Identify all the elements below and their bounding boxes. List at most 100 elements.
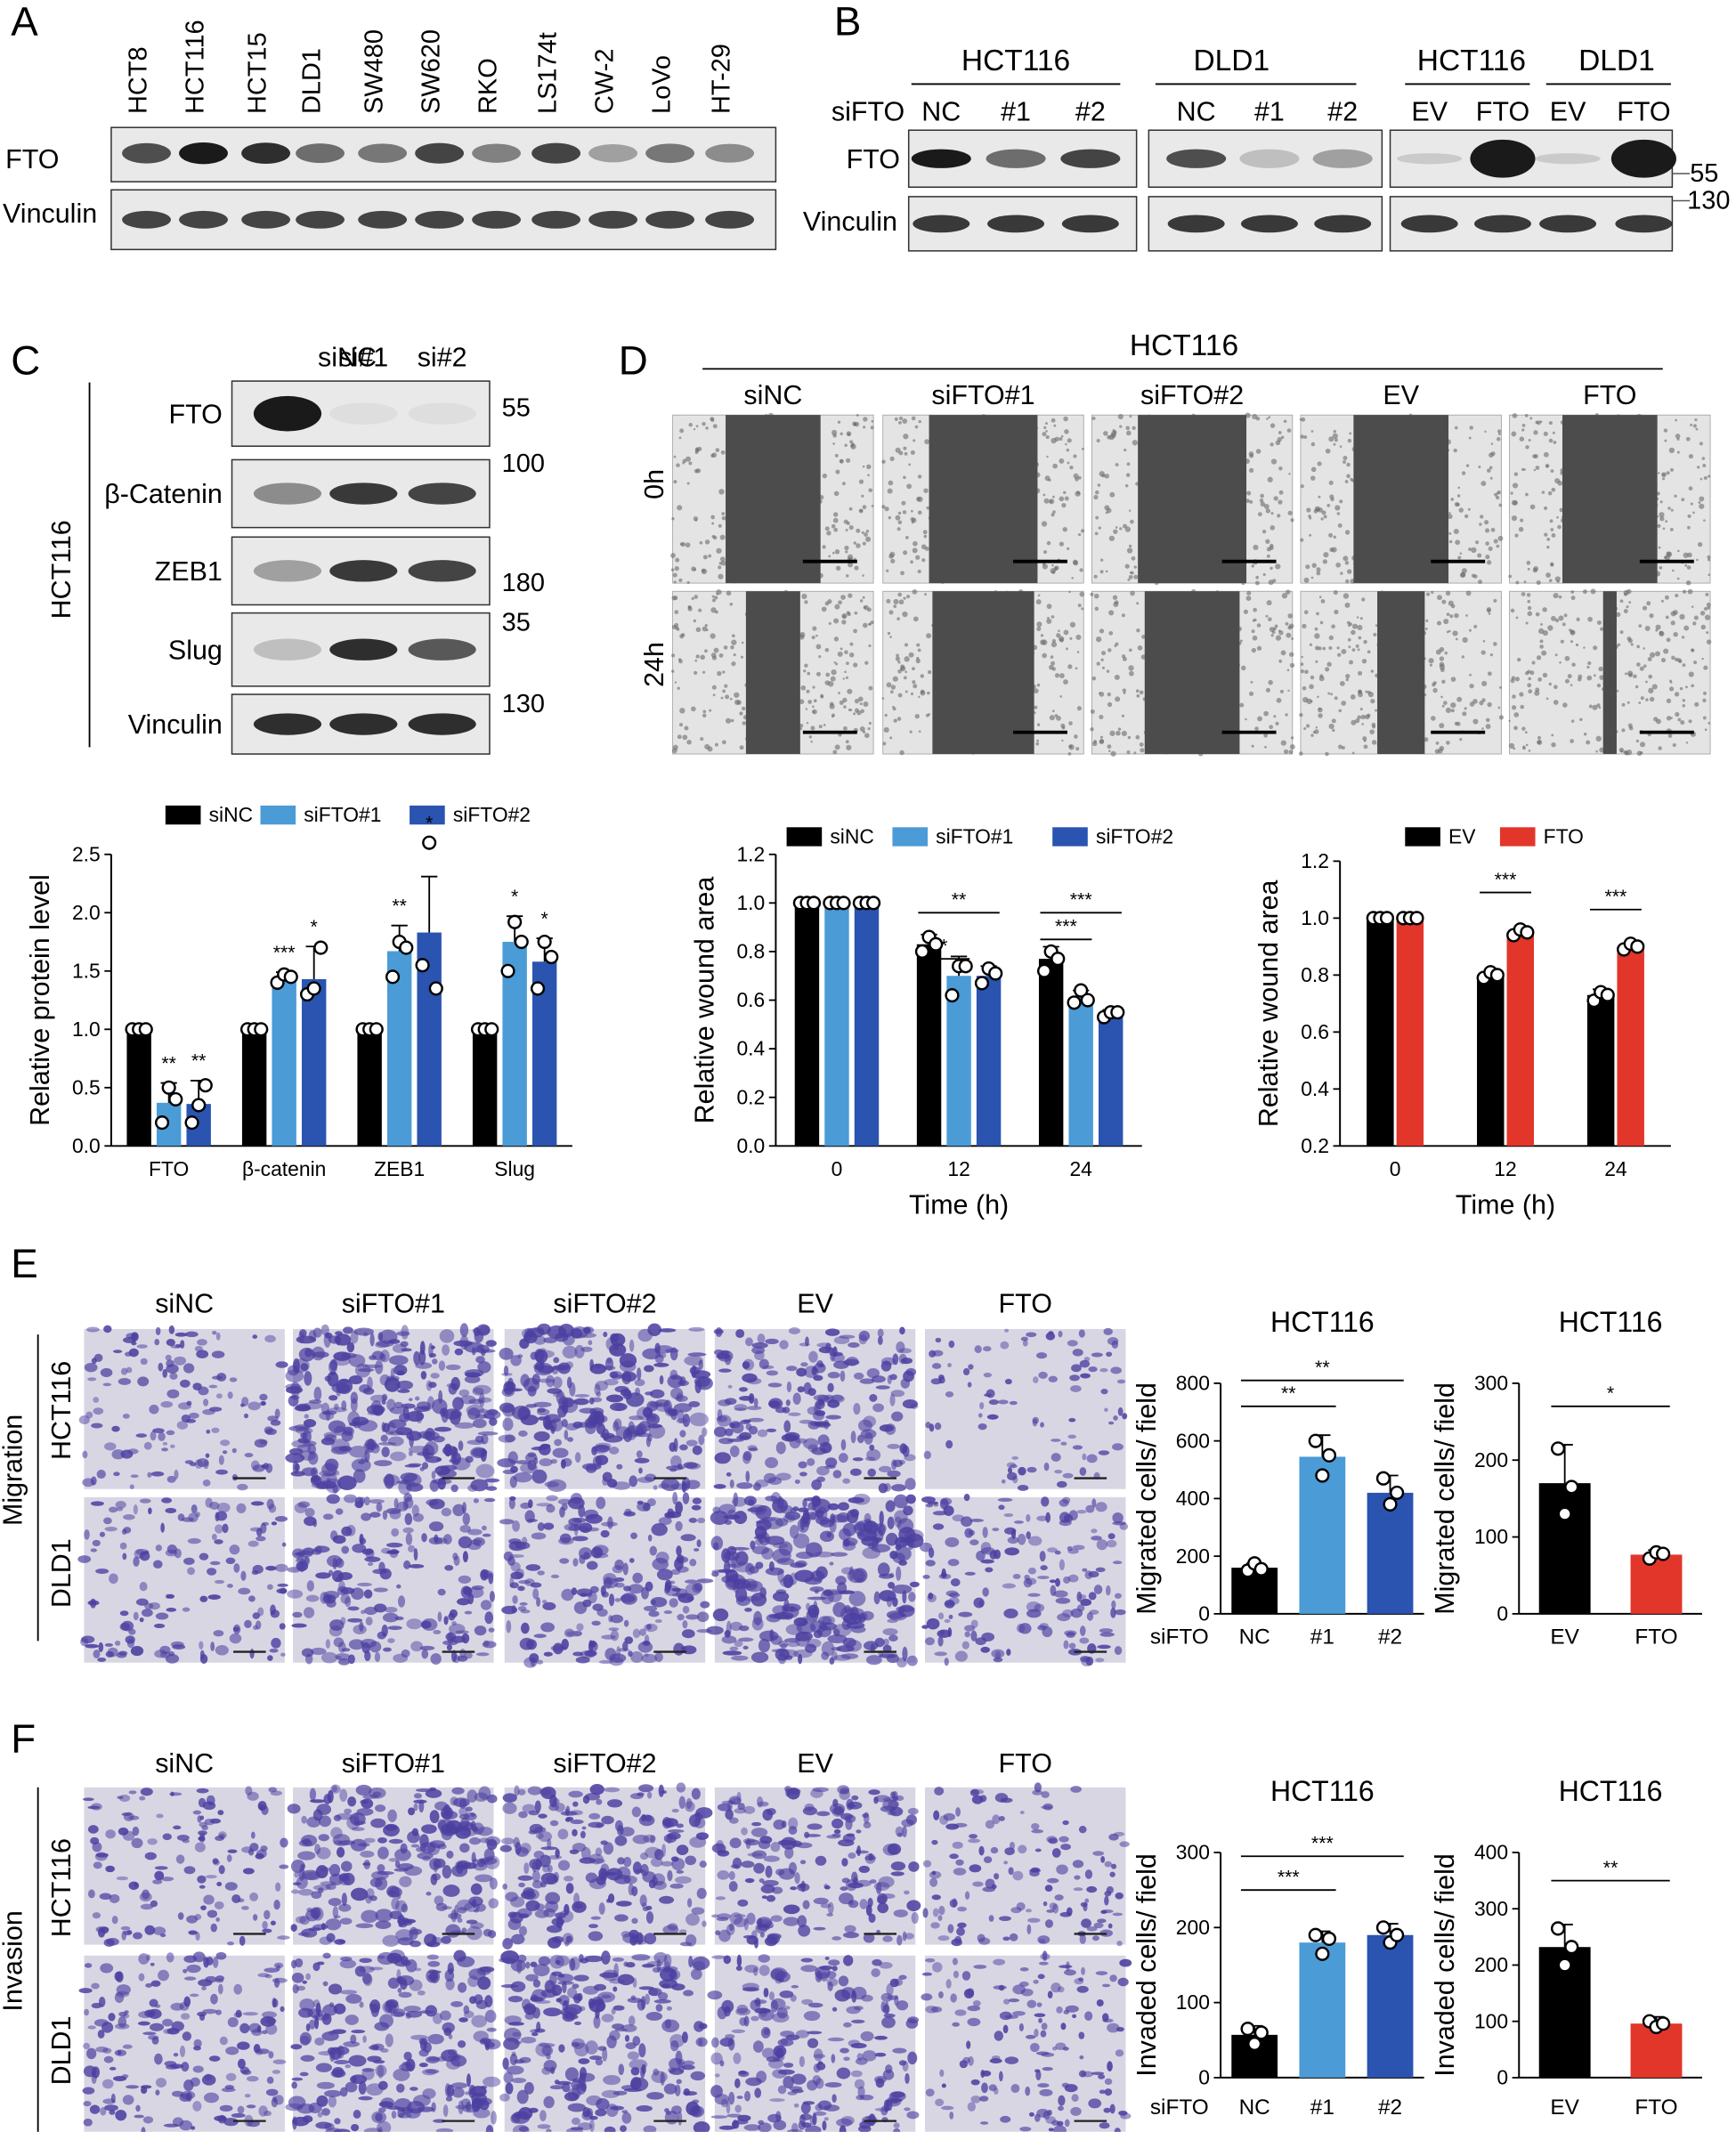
cell-dot <box>1539 644 1544 649</box>
cell-dot <box>1093 494 1099 500</box>
stained-cell <box>536 1503 553 1507</box>
cell-dot <box>899 750 905 756</box>
stained-cell <box>83 2101 92 2107</box>
cell-dot <box>1115 642 1119 646</box>
cell-dot <box>1510 678 1515 684</box>
stained-cell <box>312 1962 320 1972</box>
stained-cell <box>357 1582 372 1587</box>
cell-dot <box>1126 547 1133 554</box>
stained-cell <box>417 1990 426 1996</box>
stained-cell <box>183 1557 195 1566</box>
stained-cell <box>445 2058 461 2070</box>
invasion-condition-label: FTO <box>999 1748 1052 1779</box>
stained-cell <box>468 1968 486 1981</box>
cell-dot <box>1548 579 1553 583</box>
stained-cell <box>422 1462 429 1470</box>
blot-c-band <box>329 638 398 661</box>
stained-cell <box>473 1326 481 1337</box>
cell-dot <box>1636 750 1643 757</box>
stained-cell <box>242 2012 258 2016</box>
cell-dot <box>1273 715 1277 718</box>
cell-dot <box>1035 742 1040 746</box>
blot-a-fto-band <box>705 143 755 163</box>
stained-cell <box>268 2051 274 2059</box>
cell-dot <box>806 689 810 693</box>
stained-cell <box>109 1573 118 1585</box>
cell-dot <box>1513 726 1518 731</box>
stained-cell <box>433 1630 442 1634</box>
cell-dot <box>1309 643 1313 646</box>
cell-dot <box>1616 689 1619 693</box>
stained-cell <box>270 1609 280 1618</box>
blot-b-row-fto: FTO <box>847 144 900 174</box>
stained-cell <box>208 1384 218 1389</box>
cell-dot <box>1486 468 1491 474</box>
cell-dot <box>676 628 680 631</box>
cell-dot <box>1093 593 1099 599</box>
cell-dot <box>1124 484 1129 488</box>
cell-dot <box>864 733 870 739</box>
cell-dot <box>679 428 685 434</box>
stained-cell <box>373 1587 388 1593</box>
stained-cell <box>410 1844 420 1848</box>
cell-dot <box>886 682 892 688</box>
cell-dot <box>1554 653 1558 657</box>
cell-dot <box>1426 592 1431 596</box>
cell-dot <box>1067 438 1072 443</box>
cell-dot <box>849 440 854 444</box>
blot-b-vinculin-band <box>913 215 970 233</box>
stained-cell <box>434 1426 452 1432</box>
stained-cell <box>104 1642 114 1647</box>
stained-cell <box>158 1969 169 1982</box>
cell-dot <box>1472 718 1479 725</box>
cell-dot <box>1278 630 1284 636</box>
cell-dot <box>1706 631 1709 635</box>
cell-dot <box>841 620 847 625</box>
cell-dot <box>1323 552 1329 558</box>
cell-dot <box>1508 574 1513 579</box>
stained-cell <box>115 2109 127 2121</box>
cell-dot <box>1345 677 1349 682</box>
stained-cell <box>664 1512 676 1519</box>
cell-dot <box>1333 535 1336 539</box>
cell-dot <box>1105 511 1108 515</box>
cell-dot <box>909 730 913 734</box>
cell-dot <box>1699 611 1706 616</box>
cell-dot <box>1373 632 1377 637</box>
stained-cell <box>168 1325 175 1334</box>
stained-cell <box>233 1563 240 1573</box>
cell-dot <box>1691 648 1694 652</box>
cell-dot <box>686 482 690 485</box>
stained-cell <box>437 1477 446 1490</box>
cell-dot <box>1346 474 1351 479</box>
stained-cell <box>322 1513 334 1520</box>
cell-dot <box>1287 689 1290 693</box>
stained-cell <box>647 1498 656 1507</box>
cell-dot <box>1287 613 1294 619</box>
stained-cell <box>457 1917 463 1924</box>
cell-dot <box>845 574 849 578</box>
stained-cell <box>324 1458 339 1471</box>
cell-dot <box>1682 699 1686 702</box>
stained-cell <box>233 2012 243 2018</box>
cell-dot <box>1663 428 1668 433</box>
stained-cell <box>648 1610 660 1617</box>
migration-cell-dld1: DLD1 <box>46 1538 77 1608</box>
stained-cell <box>205 1453 210 1458</box>
stained-cell <box>387 1625 402 1631</box>
cell-dot <box>1627 723 1633 728</box>
stained-cell <box>692 1445 702 1455</box>
cell-dot <box>714 596 718 600</box>
stained-cell <box>179 1379 191 1388</box>
cell-dot <box>805 708 808 710</box>
stained-cell <box>199 1552 209 1560</box>
blot-a-vinculin-band <box>179 210 228 229</box>
stained-cell <box>406 1410 425 1423</box>
cell-dot <box>1065 442 1067 446</box>
stained-cell <box>483 2076 501 2087</box>
cell-dot <box>1645 680 1648 684</box>
stained-cell <box>547 1388 563 1394</box>
stained-cell <box>437 1611 442 1623</box>
cell-dot <box>1480 481 1487 487</box>
stained-cell <box>91 1803 102 1811</box>
